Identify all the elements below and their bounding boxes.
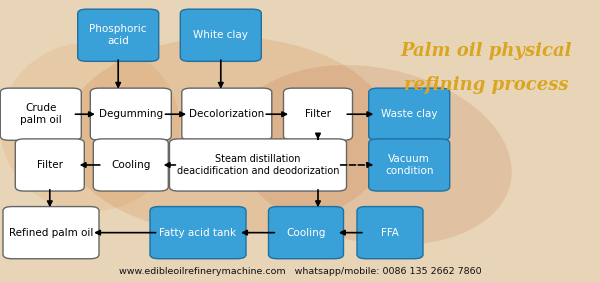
Text: Refined palm oil: Refined palm oil — [9, 228, 93, 238]
Text: White clay: White clay — [193, 30, 248, 40]
Text: Degumming: Degumming — [99, 109, 163, 119]
FancyBboxPatch shape — [180, 9, 262, 61]
Text: Palm oil physical: Palm oil physical — [400, 42, 572, 60]
FancyBboxPatch shape — [78, 9, 159, 61]
Text: Phosphoric
acid: Phosphoric acid — [89, 25, 147, 46]
Text: Waste clay: Waste clay — [381, 109, 437, 119]
Text: Filter: Filter — [37, 160, 63, 170]
Text: refining process: refining process — [404, 76, 568, 94]
FancyBboxPatch shape — [369, 139, 450, 191]
FancyBboxPatch shape — [182, 88, 272, 140]
FancyBboxPatch shape — [93, 139, 168, 191]
Text: Filter: Filter — [305, 109, 331, 119]
Text: Decolorization: Decolorization — [189, 109, 265, 119]
FancyBboxPatch shape — [284, 88, 353, 140]
Text: Vacuum
condition: Vacuum condition — [385, 154, 433, 176]
Text: Crude
palm oil: Crude palm oil — [20, 103, 62, 125]
FancyBboxPatch shape — [91, 88, 172, 140]
Text: Fatty acid tank: Fatty acid tank — [160, 228, 236, 238]
FancyBboxPatch shape — [357, 206, 423, 259]
FancyBboxPatch shape — [150, 206, 246, 259]
Text: FFA: FFA — [381, 228, 399, 238]
FancyBboxPatch shape — [1, 88, 82, 140]
Ellipse shape — [63, 37, 393, 234]
FancyBboxPatch shape — [269, 206, 343, 259]
Text: Cooling: Cooling — [111, 160, 151, 170]
Ellipse shape — [232, 65, 512, 245]
Text: www.edibleoilrefinerymachine.com   whatsapp/mobile: 0086 135 2662 7860: www.edibleoilrefinerymachine.com whatsap… — [119, 267, 481, 276]
FancyBboxPatch shape — [3, 206, 99, 259]
FancyBboxPatch shape — [169, 139, 347, 191]
Text: Steam distillation
deacidification and deodorization: Steam distillation deacidification and d… — [177, 154, 339, 176]
FancyBboxPatch shape — [16, 139, 85, 191]
FancyBboxPatch shape — [369, 88, 450, 140]
Ellipse shape — [0, 42, 180, 212]
Text: Cooling: Cooling — [286, 228, 326, 238]
